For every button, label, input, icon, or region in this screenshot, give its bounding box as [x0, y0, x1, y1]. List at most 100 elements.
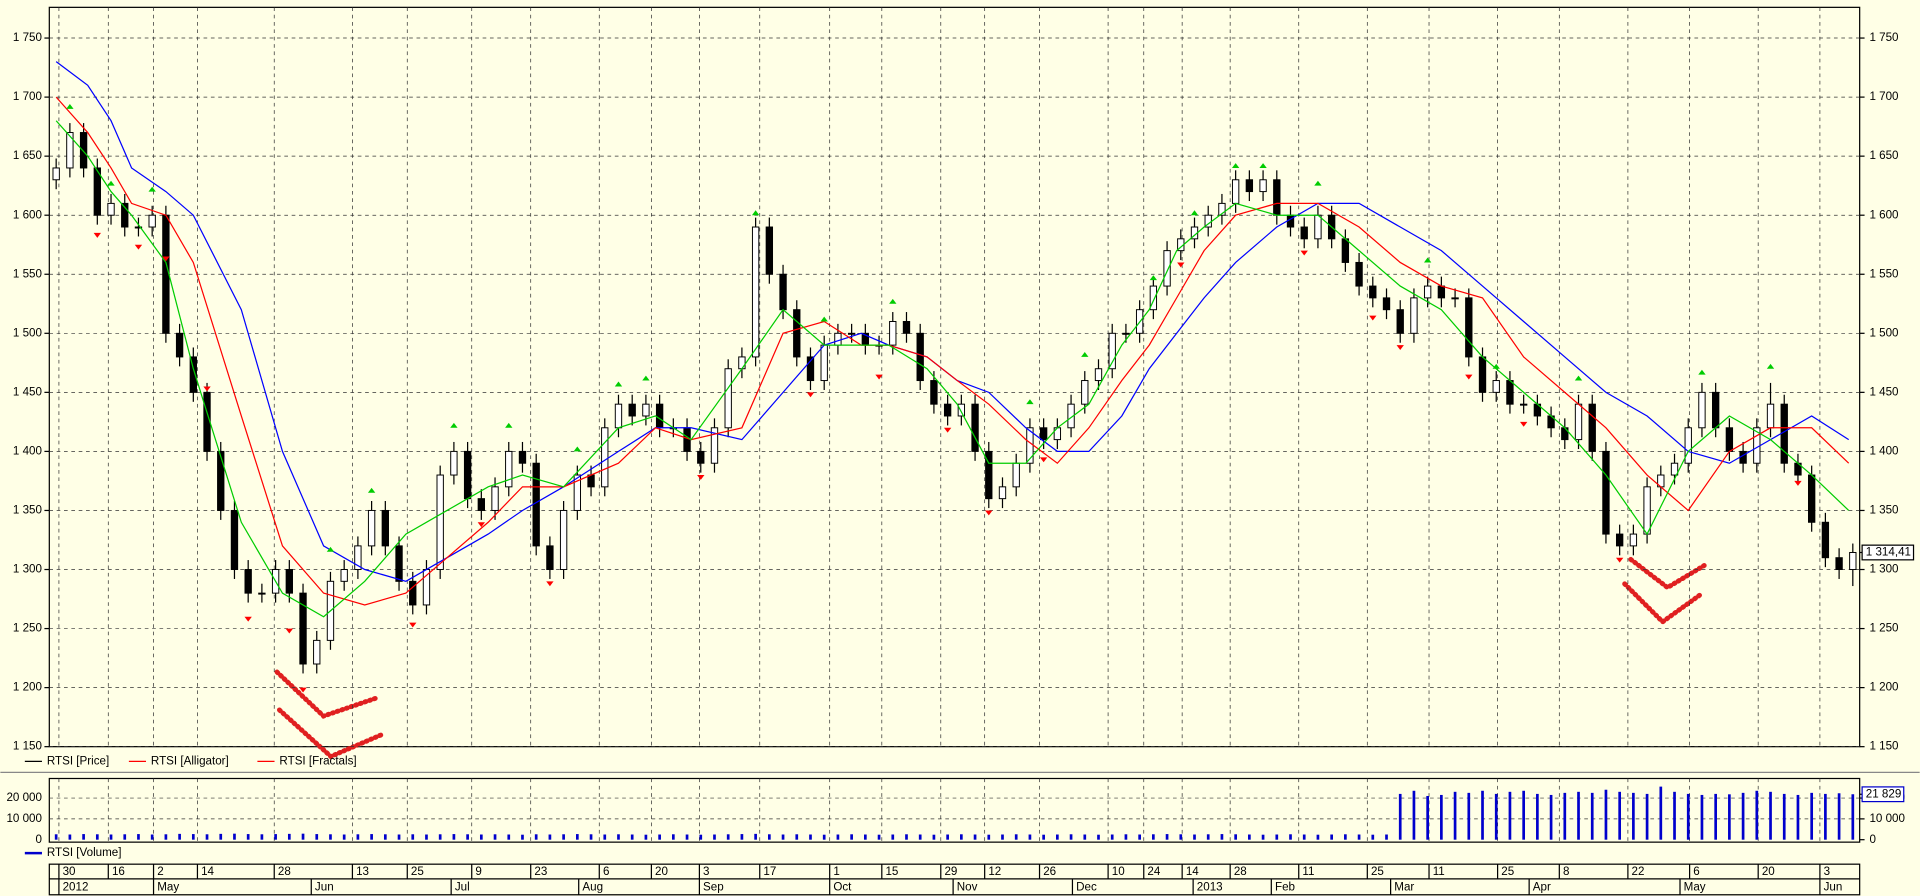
- chevron: [276, 707, 385, 760]
- fractal-down: [985, 510, 993, 516]
- candle-body: [1506, 380, 1514, 405]
- candle-body: [1423, 285, 1432, 299]
- candle-body: [601, 427, 609, 488]
- candle-body: [1396, 309, 1404, 334]
- fractal-up: [1574, 375, 1583, 381]
- candle-body: [409, 580, 417, 606]
- x-tick-label: 20: [655, 865, 668, 878]
- candle-body: [121, 202, 129, 228]
- candle-body: [1588, 403, 1596, 452]
- x-tick-label: 25: [411, 865, 424, 878]
- candle-body: [367, 509, 376, 547]
- candle-body: [1492, 380, 1500, 393]
- candle-body: [930, 380, 938, 405]
- x-tick-label: 16: [112, 865, 125, 878]
- annotation-chevrons: [274, 556, 1707, 760]
- candle-body: [1067, 403, 1075, 429]
- candle-body: [655, 403, 664, 429]
- candle-body: [847, 332, 856, 335]
- candle-body: [546, 545, 554, 571]
- candle-body: [1849, 552, 1857, 571]
- candle-body: [751, 226, 760, 358]
- y-tick-label: 1 400: [13, 444, 42, 457]
- candle-body: [1670, 462, 1679, 476]
- candle-body: [1602, 450, 1610, 535]
- candle-body: [1341, 238, 1350, 263]
- candle-body: [1711, 391, 1720, 429]
- y-tick-label: 1 550: [1869, 267, 1898, 280]
- x-month-label: Nov: [957, 880, 978, 893]
- legend-label: RTSI [Price]: [47, 754, 109, 767]
- y-tick-label: 1 300: [1869, 563, 1898, 576]
- fractal-up: [614, 381, 623, 387]
- fractal-up: [1698, 369, 1706, 375]
- y-tick-label: 1 350: [1869, 504, 1898, 517]
- volume-tick-label: 10 000: [6, 812, 42, 825]
- x-tick-label: 1: [833, 865, 839, 878]
- candle-body: [614, 403, 623, 429]
- x-month-label: Apr: [1533, 880, 1551, 893]
- x-month-label: Feb: [1275, 880, 1295, 893]
- fractal-up: [107, 180, 115, 186]
- candle-body: [1218, 202, 1226, 216]
- fractal-up: [1081, 352, 1089, 357]
- fractal-up: [1190, 210, 1199, 216]
- x-tick-label: 26: [1043, 865, 1056, 878]
- candle-body: [1094, 368, 1103, 382]
- candle-body: [1821, 521, 1830, 559]
- candle-body: [244, 569, 252, 594]
- candle-body: [52, 167, 60, 181]
- candle-body: [1698, 391, 1706, 429]
- candle-body: [1684, 427, 1692, 464]
- fractal-down: [943, 427, 952, 433]
- x-tick-label: 8: [1563, 865, 1569, 878]
- y-tick-label: 1 600: [13, 208, 42, 221]
- x-month-label: Oct: [833, 880, 852, 893]
- candle-body: [628, 403, 636, 417]
- x-month-label: Jun: [315, 880, 334, 893]
- x-tick-label: 24: [1147, 865, 1160, 878]
- y-tick-label: 1 150: [13, 740, 42, 753]
- candle-body: [203, 391, 211, 452]
- candle-body: [738, 356, 746, 370]
- fractal-down: [1615, 557, 1624, 563]
- fractal-down: [546, 581, 554, 587]
- fractal-down: [1794, 480, 1802, 486]
- x-tick-label: 13: [356, 865, 369, 878]
- candle-body: [1039, 427, 1048, 441]
- y-tick-label: 1 500: [13, 326, 42, 339]
- x-month-label: Sep: [703, 880, 724, 893]
- candle-body: [1437, 285, 1446, 299]
- candle-body: [998, 486, 1007, 500]
- x-tick-label: 12: [988, 865, 1001, 878]
- candle-body: [258, 592, 266, 595]
- candle-body: [1807, 474, 1816, 523]
- x-tick-label: 6: [1693, 865, 1699, 878]
- candle-body: [1108, 332, 1116, 370]
- chevron: [1628, 556, 1707, 591]
- candle-body: [1382, 297, 1391, 311]
- volume-last-label: 21 829: [1866, 787, 1902, 800]
- fractal-down: [806, 392, 815, 398]
- volume-tick-label: 20 000: [6, 791, 42, 804]
- fractal-up: [1231, 163, 1240, 168]
- x-month-label: May: [157, 880, 179, 893]
- x-month-label: Dec: [1076, 880, 1097, 893]
- candle-body: [1081, 380, 1089, 405]
- y-tick-label: 1 600: [1869, 208, 1898, 221]
- candle-body: [710, 427, 719, 464]
- x-month-label: 2012: [63, 880, 89, 893]
- chevron: [1622, 581, 1705, 626]
- candle-body: [1574, 403, 1583, 441]
- candle-body: [943, 403, 952, 417]
- x-tick-label: 20: [1762, 865, 1775, 878]
- x-tick-label: 30: [63, 865, 76, 878]
- candle-body: [395, 545, 403, 582]
- candle-body: [1478, 356, 1487, 393]
- fractal-up: [820, 316, 828, 322]
- x-tick-label: 25: [1501, 865, 1514, 878]
- candle-body: [587, 474, 595, 488]
- candle-body: [1259, 179, 1267, 193]
- candle-body: [902, 321, 911, 334]
- fractal-up: [148, 186, 156, 192]
